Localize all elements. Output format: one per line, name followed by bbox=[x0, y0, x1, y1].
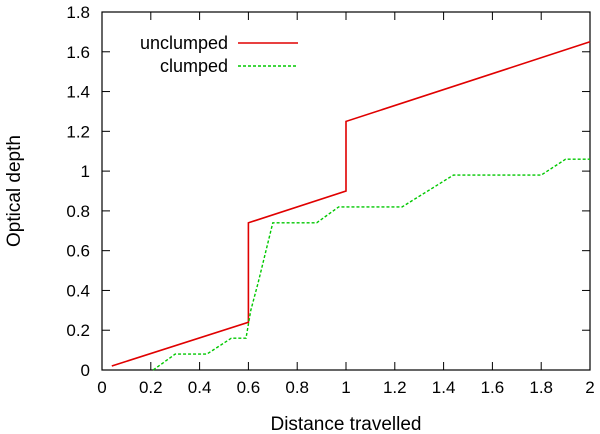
y-tick-label: 1 bbox=[81, 162, 90, 181]
x-tick-label: 0.6 bbox=[237, 378, 261, 397]
y-tick-label: 0.4 bbox=[66, 281, 90, 300]
y-tick-label: 0.6 bbox=[66, 242, 90, 261]
y-tick-label: 0.2 bbox=[66, 321, 90, 340]
x-tick-label: 1.4 bbox=[432, 378, 456, 397]
x-tick-label: 1.8 bbox=[529, 378, 553, 397]
series-layer bbox=[111, 41, 591, 371]
y-tick-label: 0.8 bbox=[66, 202, 90, 221]
y-tick-label: 1.8 bbox=[66, 3, 90, 22]
y-tick-label: 1.4 bbox=[66, 83, 90, 102]
x-axis-label: Distance travelled bbox=[270, 414, 421, 434]
y-tick-label: 1.2 bbox=[66, 122, 90, 141]
x-tick-label: 1 bbox=[341, 378, 350, 397]
y-axis: 0 0.2 0.4 0.6 0.8 1 1.2 1.4 1.6 1.8 bbox=[66, 3, 590, 380]
legend-label-unclumped: unclumped bbox=[140, 33, 228, 53]
x-tick-label: 1.2 bbox=[383, 378, 407, 397]
x-axis: 0 0.2 0.4 0.6 0.8 1 1.2 1.4 1.6 1.8 2 bbox=[97, 12, 595, 397]
y-axis-label: Optical depth bbox=[4, 135, 25, 247]
x-tick-label: 0.2 bbox=[139, 378, 163, 397]
x-tick-label: 0 bbox=[97, 378, 106, 397]
series-line-unclumped bbox=[111, 41, 591, 367]
x-tick-label: 1.6 bbox=[481, 378, 505, 397]
legend-label-clumped: clumped bbox=[160, 56, 228, 76]
legend: unclumped clumped bbox=[140, 33, 298, 76]
series-line-clumped bbox=[152, 158, 590, 371]
x-tick-label: 2 bbox=[585, 378, 594, 397]
y-tick-label: 1.6 bbox=[66, 43, 90, 62]
x-tick-label: 0.8 bbox=[285, 378, 309, 397]
y-tick-label: 0 bbox=[81, 361, 90, 380]
x-tick-label: 0.4 bbox=[188, 378, 212, 397]
